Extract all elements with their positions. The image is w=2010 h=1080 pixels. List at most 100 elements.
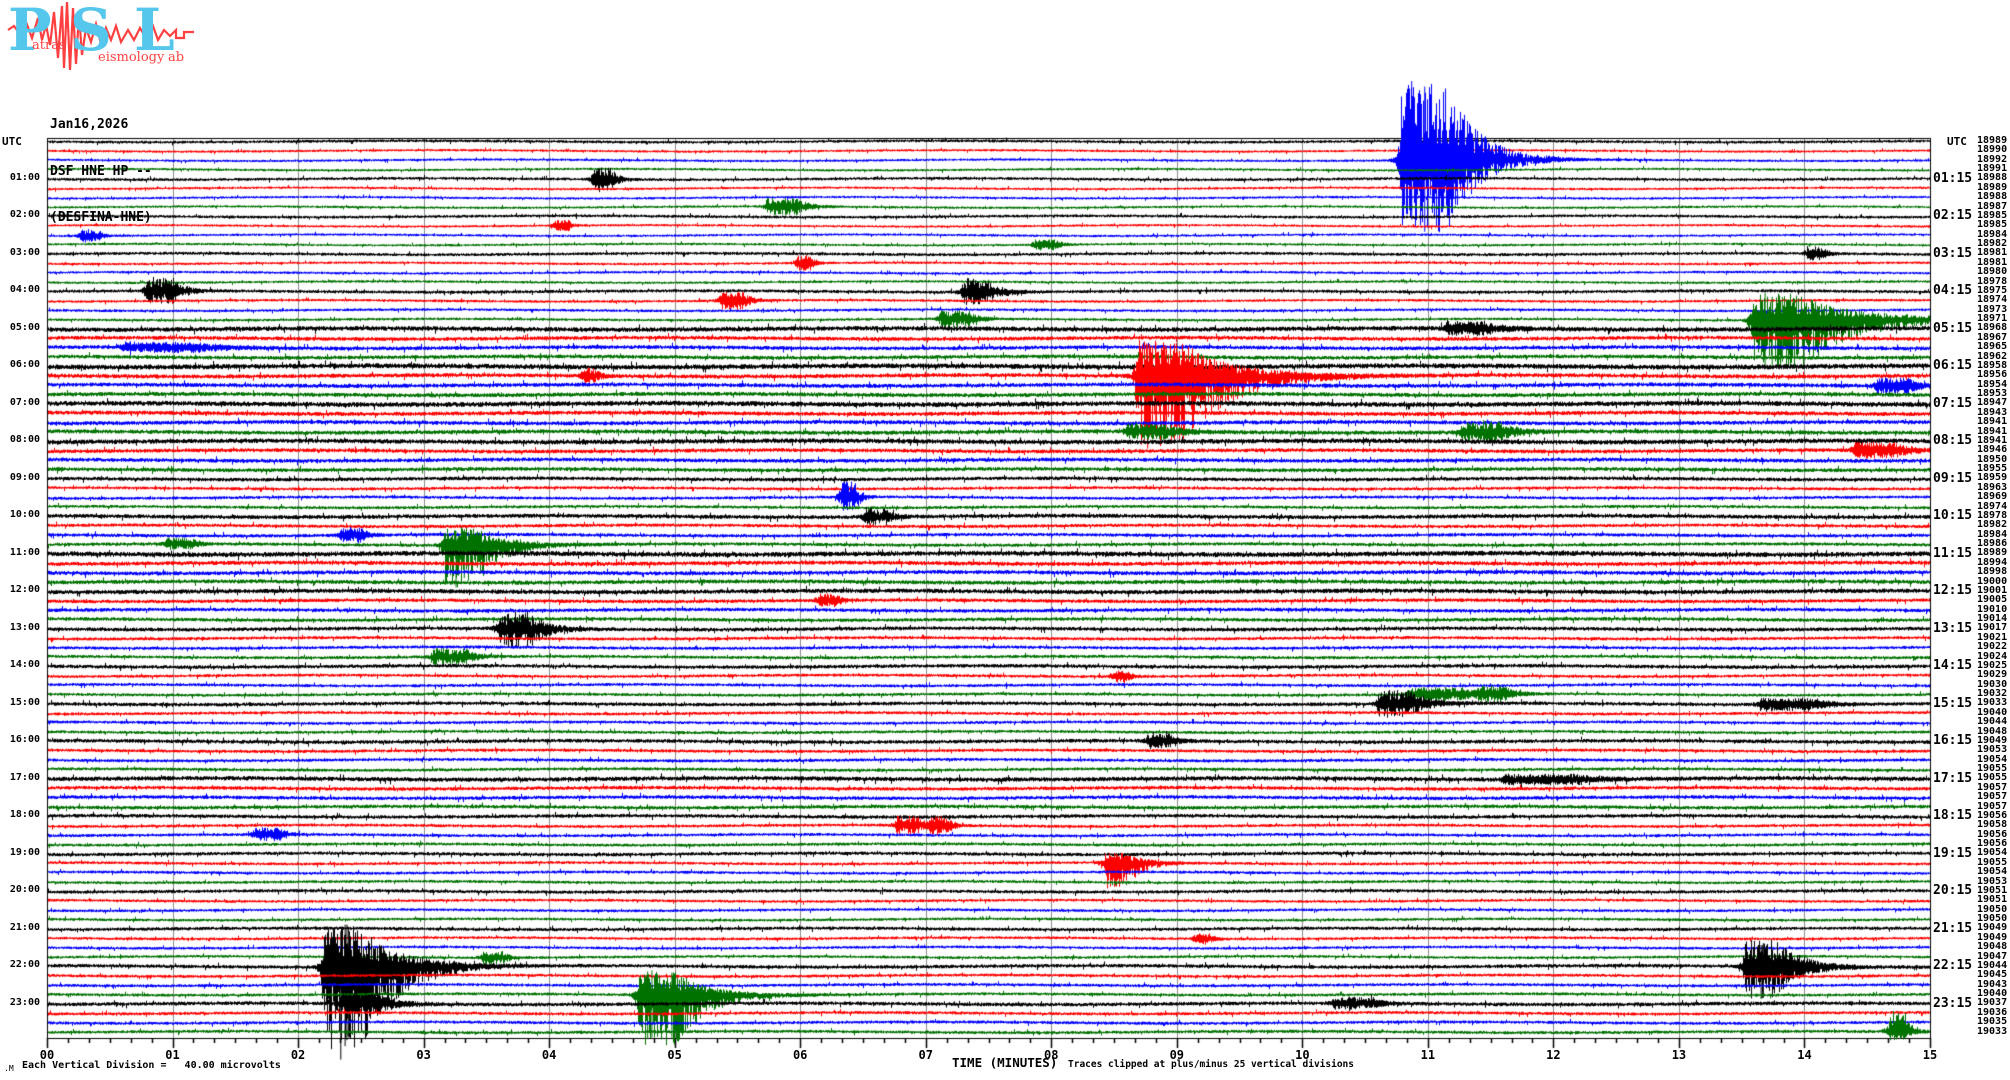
right-time-label: 10:15 xyxy=(1933,508,1973,524)
trace-value-label: 19053 xyxy=(1977,744,2008,756)
trace-value-label: 19058 xyxy=(1977,819,2008,831)
trace-value-label: 19057 xyxy=(1977,791,2008,803)
minute-label: 03 xyxy=(416,1048,431,1062)
trace-value-label: 19037 xyxy=(1977,997,2008,1009)
right-time-label: 20:15 xyxy=(1933,883,1973,899)
right-time-label: 06:15 xyxy=(1933,358,1973,374)
trace-value-label: 19055 xyxy=(1977,856,2008,868)
trace-value-label: 19051 xyxy=(1977,894,2008,906)
right-time-label: 21:15 xyxy=(1933,920,1973,936)
trace-value-label: 18950 xyxy=(1977,453,2008,465)
left-time-label: 08:00 xyxy=(9,434,40,446)
trace-value-label: 19000 xyxy=(1977,575,2008,587)
right-time-label: 01:15 xyxy=(1933,170,1973,186)
trace-value-label: 19021 xyxy=(1977,631,2008,643)
left-time-label: 02:00 xyxy=(9,209,40,221)
trace-value-label: 19029 xyxy=(1977,669,2008,681)
header-station: DSF HNE HP -- xyxy=(50,163,152,179)
trace-value-label: 19017 xyxy=(1977,622,2008,634)
right-time-label: 12:15 xyxy=(1933,583,1973,599)
right-time-label: 07:15 xyxy=(1933,395,1973,411)
trace-value-label: 18963 xyxy=(1977,481,2008,493)
trace-value-label: 19044 xyxy=(1977,716,2008,728)
clip-note: Traces clipped at plus/minus 25 vertical… xyxy=(1068,1059,1354,1070)
trace-value-label: 19045 xyxy=(1977,969,2008,981)
trace-value-label: 19054 xyxy=(1977,866,2008,878)
minute-label: 05 xyxy=(667,1048,682,1062)
trace-value-label: 19030 xyxy=(1977,678,2008,690)
trace-value-label: 19056 xyxy=(1977,838,2008,850)
trace-value-label: 18988 xyxy=(1977,191,2008,203)
trace-value-label: 18991 xyxy=(1977,163,2008,175)
x-axis-title: TIME (MINUTES) xyxy=(952,1055,1058,1070)
trace-value-label: 19036 xyxy=(1977,1006,2008,1018)
trace-value-label: 18987 xyxy=(1977,200,2008,212)
logo-letter-L: L xyxy=(134,0,175,64)
right-time-label: 09:15 xyxy=(1933,470,1973,486)
trace-value-label: 18941 xyxy=(1977,416,2008,428)
logo-seismic-squiggle xyxy=(7,1,194,71)
trace-value-label: 18955 xyxy=(1977,463,2008,475)
trace-value-label: 18958 xyxy=(1977,359,2008,371)
trace-value-label: 19057 xyxy=(1977,800,2008,812)
minute-label: 06 xyxy=(792,1048,808,1062)
trace-value-label: 19047 xyxy=(1977,950,2008,962)
trace-value-label: 18967 xyxy=(1977,331,2008,343)
left-time-label: 05:00 xyxy=(9,321,40,333)
left-time-label: 16:00 xyxy=(9,734,40,746)
trace-value-label: 18989 xyxy=(1977,135,2008,146)
left-time-label: 23:00 xyxy=(9,996,40,1008)
trace-value-label: 18994 xyxy=(1977,556,2008,568)
trace-value-label: 18986 xyxy=(1977,538,2008,550)
trace-value-label: 19024 xyxy=(1977,650,2008,662)
right-time-label: 13:15 xyxy=(1933,620,1973,636)
trace-value-label: 19049 xyxy=(1977,734,2008,746)
trace-value-label: 18988 xyxy=(1977,172,2008,184)
minute-label: 09 xyxy=(1169,1048,1185,1062)
trace-value-label: 19051 xyxy=(1977,884,2008,896)
trace-value-label: 19054 xyxy=(1977,753,2008,765)
trace-value-label: 18956 xyxy=(1977,369,2008,381)
trace-value-label: 18978 xyxy=(1977,509,2008,521)
trace-value-label: 18981 xyxy=(1977,247,2008,259)
left-time-label: 22:00 xyxy=(9,959,40,971)
right-time-label: 17:15 xyxy=(1933,770,1973,786)
right-time-label: 08:15 xyxy=(1933,433,1973,449)
trace-value-label: 18975 xyxy=(1977,284,2008,296)
logo-word: atras xyxy=(32,38,66,53)
trace-value-label: 19049 xyxy=(1977,922,2008,934)
utc-label-right: UTC xyxy=(1947,135,1967,148)
left-time-label: 13:00 xyxy=(9,621,40,633)
trace-value-label: 19049 xyxy=(1977,931,2008,943)
trace-value-label: 18984 xyxy=(1977,228,2008,240)
trace-value-label: 19043 xyxy=(1977,978,2008,990)
header: Jan16,2026 DSF HNE HP -- (DESFINA-HNE) xyxy=(50,86,152,257)
trace-value-label: 18969 xyxy=(1977,491,2008,503)
right-time-label: 14:15 xyxy=(1933,658,1973,674)
trace-value-label: 18946 xyxy=(1977,444,2008,456)
left-time-label: 10:00 xyxy=(9,509,40,521)
trace-value-label: 19053 xyxy=(1977,875,2008,887)
left-time-label: 18:00 xyxy=(9,809,40,821)
minute-label: 11 xyxy=(1420,1048,1436,1062)
trace-value-label: 18954 xyxy=(1977,378,2008,390)
trace-value-label: 19014 xyxy=(1977,613,2008,625)
trace-value-label: 18984 xyxy=(1977,528,2008,540)
logo-word: eismology xyxy=(98,50,165,65)
minute-label: 13 xyxy=(1671,1048,1687,1062)
trace-value-label: 18982 xyxy=(1977,238,2008,250)
trace-value-label: 19033 xyxy=(1977,697,2008,709)
minute-label: 02 xyxy=(290,1048,306,1062)
left-time-label: 07:00 xyxy=(9,396,40,408)
header-date: Jan16,2026 xyxy=(50,117,129,132)
minute-label: 00 xyxy=(39,1048,55,1062)
left-time-label: 06:00 xyxy=(9,359,40,371)
trace-value-label: 18962 xyxy=(1977,350,2008,362)
trace-value-label: 18978 xyxy=(1977,275,2008,287)
minute-label: 10 xyxy=(1295,1048,1310,1062)
logo-letter-S: S xyxy=(70,0,112,64)
trace-value-label: 19035 xyxy=(1977,1016,2008,1028)
